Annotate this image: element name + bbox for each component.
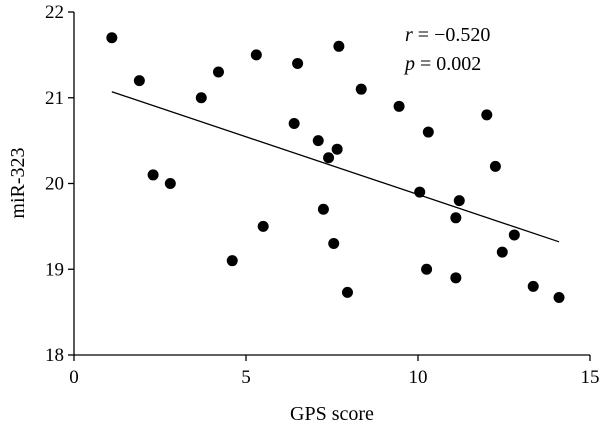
x-axis-title: GPS score: [290, 403, 374, 425]
data-points: [106, 32, 565, 304]
ticks: [68, 11, 591, 361]
y-tick-label: 18: [45, 345, 64, 366]
data-point: [257, 220, 269, 232]
data-point: [328, 238, 340, 250]
data-point: [553, 292, 565, 304]
data-point: [393, 100, 405, 112]
r-symbol: r: [405, 24, 413, 46]
data-point: [292, 57, 304, 69]
p-annotation: p = 0.002: [403, 53, 481, 75]
data-point: [333, 40, 345, 52]
data-point: [341, 286, 353, 298]
p-value: = 0.002: [415, 53, 481, 75]
data-point: [481, 109, 493, 121]
tick-labels: 0 5 10 15 18 19 20 21 22: [45, 2, 600, 388]
data-point: [323, 152, 335, 164]
data-point: [414, 186, 426, 198]
data-point: [355, 83, 367, 95]
data-point: [450, 272, 462, 284]
data-point: [226, 255, 238, 267]
x-tick-label: 5: [241, 367, 251, 388]
data-point: [489, 160, 501, 172]
data-point: [212, 66, 224, 78]
data-point: [496, 246, 508, 258]
x-tick-label: 0: [69, 367, 79, 388]
data-point: [331, 143, 343, 155]
y-tick-label: 20: [45, 174, 64, 195]
data-point: [106, 32, 118, 44]
r-annotation: r = −0.520: [405, 24, 490, 46]
data-point: [250, 49, 262, 61]
trend-line: [111, 91, 560, 243]
data-point: [317, 203, 329, 215]
data-point: [133, 75, 145, 87]
data-point: [312, 135, 324, 147]
y-axis-title: miR-323: [7, 147, 29, 218]
data-point: [195, 92, 207, 104]
p-symbol: p: [403, 53, 415, 75]
data-point: [288, 117, 300, 129]
r-value: = −0.520: [413, 24, 491, 46]
data-point: [164, 178, 176, 189]
x-tick-label: 15: [581, 367, 600, 388]
x-tick-label: 10: [409, 367, 428, 388]
data-point: [527, 280, 539, 292]
y-tick-label: 21: [45, 88, 64, 109]
y-tick-label: 22: [45, 2, 64, 23]
data-point: [453, 195, 465, 207]
data-point: [450, 212, 462, 224]
data-point: [422, 126, 434, 138]
y-tick-label: 19: [45, 259, 64, 280]
data-point: [508, 229, 520, 241]
data-point: [147, 169, 159, 181]
axes: [73, 12, 590, 356]
data-point: [421, 263, 433, 275]
